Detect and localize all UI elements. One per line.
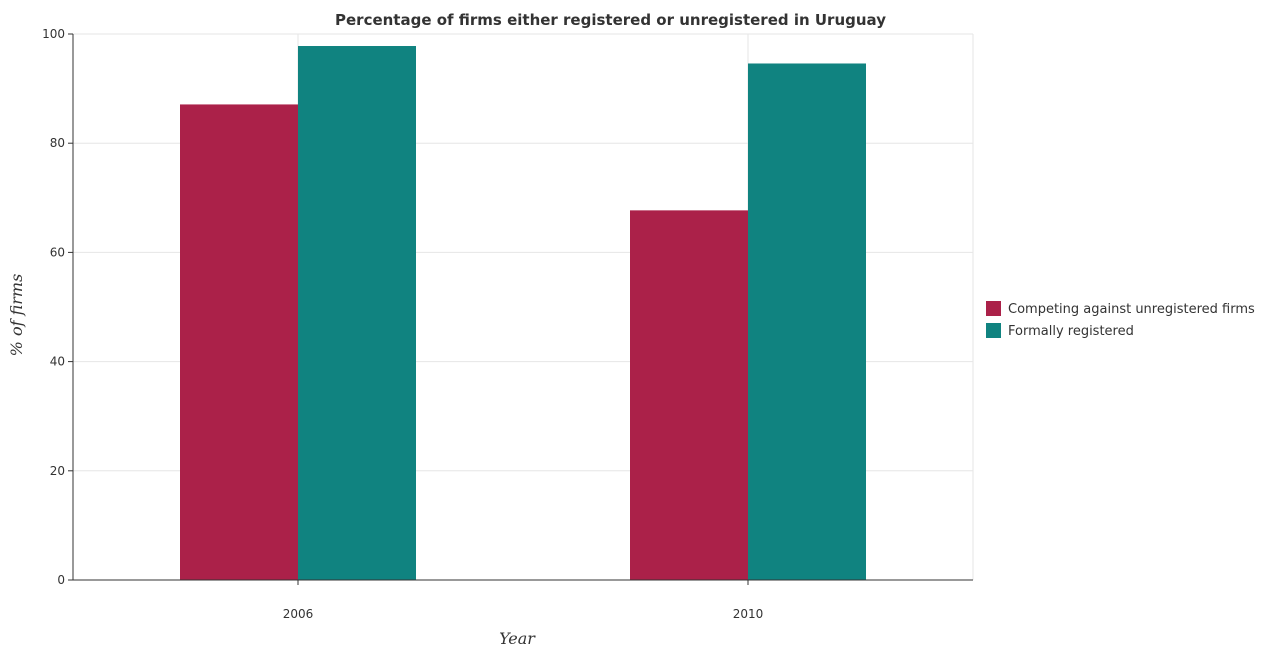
x-tick-label: 2006	[283, 607, 314, 621]
y-tick-label: 100	[42, 27, 65, 41]
legend-swatch	[986, 301, 1001, 316]
y-tick-label: 80	[50, 136, 65, 150]
bar-registered-2010	[748, 63, 866, 580]
bars	[180, 46, 866, 581]
bar-competing-2010	[630, 210, 748, 580]
bar-competing-2006	[180, 104, 298, 581]
bar-registered-2006	[298, 46, 416, 580]
legend-label: Formally registered	[1008, 324, 1134, 339]
y-tick-label: 60	[50, 245, 65, 259]
x-tick-label: 2010	[733, 607, 764, 621]
y-tick-label: 0	[57, 573, 65, 587]
x-axis-title: Year	[499, 629, 536, 648]
y-axis-title: % of firms	[7, 274, 26, 357]
chart-title: Percentage of firms either registered or…	[335, 11, 886, 29]
axes	[68, 33, 973, 585]
y-tick-label: 20	[50, 464, 65, 478]
y-tick-label: 40	[50, 355, 65, 369]
legend-label: Competing against unregistered firms	[1008, 302, 1255, 317]
tick-labels: 0 20 40 60 80 100 2006 2010	[42, 27, 763, 621]
legend: Competing against unregistered firms Form…	[986, 301, 1255, 339]
legend-swatch	[986, 323, 1001, 338]
